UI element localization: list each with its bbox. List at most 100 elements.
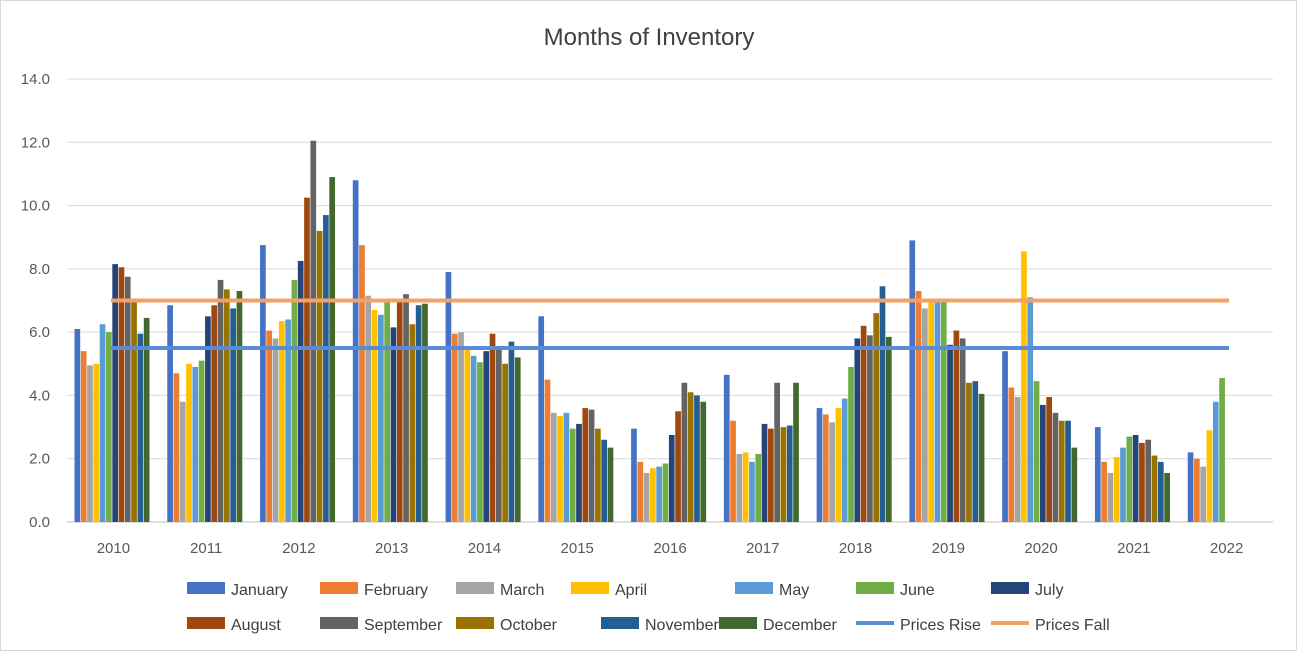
bar-november-2010 [137,333,144,522]
bar-august-2017 [767,428,774,522]
bar-may-2014 [470,355,477,522]
bars [74,140,1225,523]
bar-march-2014 [458,332,464,522]
bar-june-2020 [1033,381,1040,522]
bar-january-2021 [1094,427,1101,522]
bar-march-2022 [1200,466,1207,522]
bar-july-2015 [576,423,582,522]
bar-january-2011 [167,305,173,522]
bar-march-2018 [829,422,835,522]
bar-may-2017 [749,461,755,522]
legend-swatch-april [571,582,609,594]
bar-march-2021 [1107,472,1114,522]
bar-may-2013 [378,314,384,522]
bar-october-2012 [316,230,323,522]
bar-december-2019 [978,393,985,522]
bar-june-2012 [291,279,298,522]
bar-november-2016 [694,395,700,522]
bar-july-2013 [390,327,397,522]
x-tick-label: 2011 [190,540,222,557]
bar-july-2018 [854,338,861,522]
x-tick-label: 2020 [1024,540,1057,557]
legend-label-june: June [900,582,935,599]
bar-october-2020 [1058,420,1065,522]
bar-june-2019 [940,300,947,522]
legend-label-may: May [779,582,809,599]
legend-swatch-january [187,582,225,594]
legend-swatch-march [456,582,494,594]
reference-lines [111,298,1229,350]
bar-february-2016 [637,461,644,522]
legend-swatch-february [320,582,358,594]
legend-label-december: December [763,617,837,634]
legend-label-prices-rise: Prices Rise [900,617,981,634]
legend-label-january: January [231,582,288,599]
bar-march-2019 [922,308,928,522]
bar-november-2011 [230,308,236,522]
bar-september-2016 [681,382,688,522]
bar-october-2011 [223,289,230,522]
bar-february-2019 [915,291,922,522]
bar-july-2011 [205,316,211,522]
bar-may-2010 [99,324,106,522]
bar-august-2019 [953,330,960,522]
y-tick-label: 4.0 [29,387,50,404]
bar-september-2018 [867,335,873,522]
bar-april-2015 [557,415,563,522]
bar-august-2013 [396,302,403,522]
bar-july-2016 [668,434,675,522]
bar-november-2017 [786,425,793,522]
bar-march-2020 [1014,397,1021,522]
legend-swatch-november [601,617,639,629]
bar-april-2013 [371,309,378,522]
bar-october-2015 [595,428,601,522]
bar-february-2017 [730,420,736,522]
bar-january-2019 [909,240,916,522]
bar-march-2015 [550,412,557,522]
legend-swatch-june [856,582,894,594]
legend-swatch-october [456,617,494,629]
legend-label-april: April [615,582,647,599]
x-tick-label: 2018 [839,540,872,557]
bar-august-2010 [118,267,125,522]
x-tick-label: 2019 [932,540,965,557]
bar-september-2019 [959,338,966,522]
bar-october-2013 [409,324,416,522]
bar-june-2022 [1219,378,1225,522]
bar-october-2018 [873,313,880,522]
legend-label-march: March [500,582,544,599]
x-axis: 2010 2011 2012 2013 2014 2015 2016 2017 2018 2019… [97,540,1244,557]
chart-title: Months of Inventory [544,24,755,51]
bar-august-2021 [1139,442,1145,522]
bar-april-2012 [278,321,285,522]
bar-may-2016 [656,466,663,522]
x-tick-label: 2010 [97,540,130,557]
bar-may-2018 [841,398,848,522]
bar-march-2013 [365,295,372,522]
bar-february-2022 [1194,458,1200,522]
bar-july-2014 [483,351,490,522]
legend-swatch-december [719,617,757,629]
bar-january-2018 [816,408,823,522]
bar-september-2013 [403,294,409,522]
bar-february-2021 [1101,461,1107,522]
bar-july-2017 [761,423,768,522]
y-tick-label: 14.0 [21,71,50,88]
bar-august-2016 [675,411,681,522]
bar-september-2012 [310,140,317,523]
bar-june-2014 [477,362,483,522]
bar-october-2019 [966,382,972,522]
bar-june-2015 [569,428,576,522]
bar-november-2018 [879,286,886,522]
bar-may-2019 [934,300,941,522]
bar-june-2016 [662,463,669,522]
bar-june-2017 [755,453,762,522]
bar-december-2021 [1164,472,1170,522]
legend: January February March April May June July Augu… [187,582,1110,634]
bar-january-2010 [74,328,81,522]
bar-july-2019 [947,344,953,522]
y-tick-label: 12.0 [21,134,50,151]
bar-february-2014 [451,333,458,522]
bar-july-2020 [1039,404,1046,522]
